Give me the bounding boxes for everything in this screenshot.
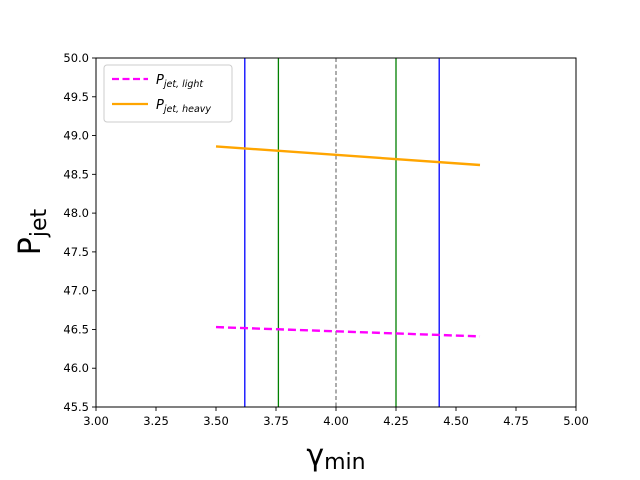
series-lines	[215, 145, 481, 338]
series-line-1	[215, 145, 481, 167]
x-axis-label: γmin	[306, 438, 365, 475]
y-tick-label: 47.0	[63, 284, 89, 298]
y-axis-label-main: P	[13, 237, 48, 255]
legend-label-heavy: Pjet, heavy	[156, 98, 211, 115]
y-tick-label: 47.5	[63, 245, 89, 259]
y-tick-label: 49.5	[63, 90, 89, 104]
y-axis-label-sub: jet	[27, 208, 52, 238]
y-tick-label: 49.0	[63, 129, 89, 143]
x-tick-label: 3.75	[263, 414, 289, 428]
legend: Pjet, light Pjet, heavy	[103, 64, 233, 123]
y-tick-label: 50.0	[63, 51, 89, 65]
x-tick-label: 4.00	[323, 414, 349, 428]
x-axis-label-sub: min	[324, 450, 366, 475]
x-axis-ticks: 3.00 3.25 3.50 3.75 4.00 4.25 4.50 4.75 5.00	[83, 407, 589, 428]
vertical-lines	[244, 58, 440, 407]
x-axis-label-main: γ	[306, 438, 324, 473]
y-axis-ticks: 45.5 46.0 46.5 47.0 47.5 48.0 48.5 49.0 49.5 50.0	[63, 51, 96, 414]
legend-label-light: Pjet, light	[156, 73, 204, 90]
x-tick-label: 5.00	[563, 414, 589, 428]
series-line-0	[215, 325, 481, 338]
y-tick-label: 46.0	[63, 361, 89, 375]
x-tick-label: 3.50	[203, 414, 229, 428]
x-tick-label: 3.00	[83, 414, 109, 428]
y-axis-label: Pjet	[13, 208, 52, 255]
x-tick-label: 4.75	[503, 414, 529, 428]
x-tick-label: 3.25	[143, 414, 169, 428]
y-tick-label: 45.5	[63, 400, 89, 414]
y-tick-label: 46.5	[63, 322, 89, 336]
x-tick-label: 4.50	[443, 414, 469, 428]
y-tick-label: 48.5	[63, 167, 89, 181]
x-tick-label: 4.25	[383, 414, 409, 428]
y-tick-label: 48.0	[63, 206, 89, 220]
